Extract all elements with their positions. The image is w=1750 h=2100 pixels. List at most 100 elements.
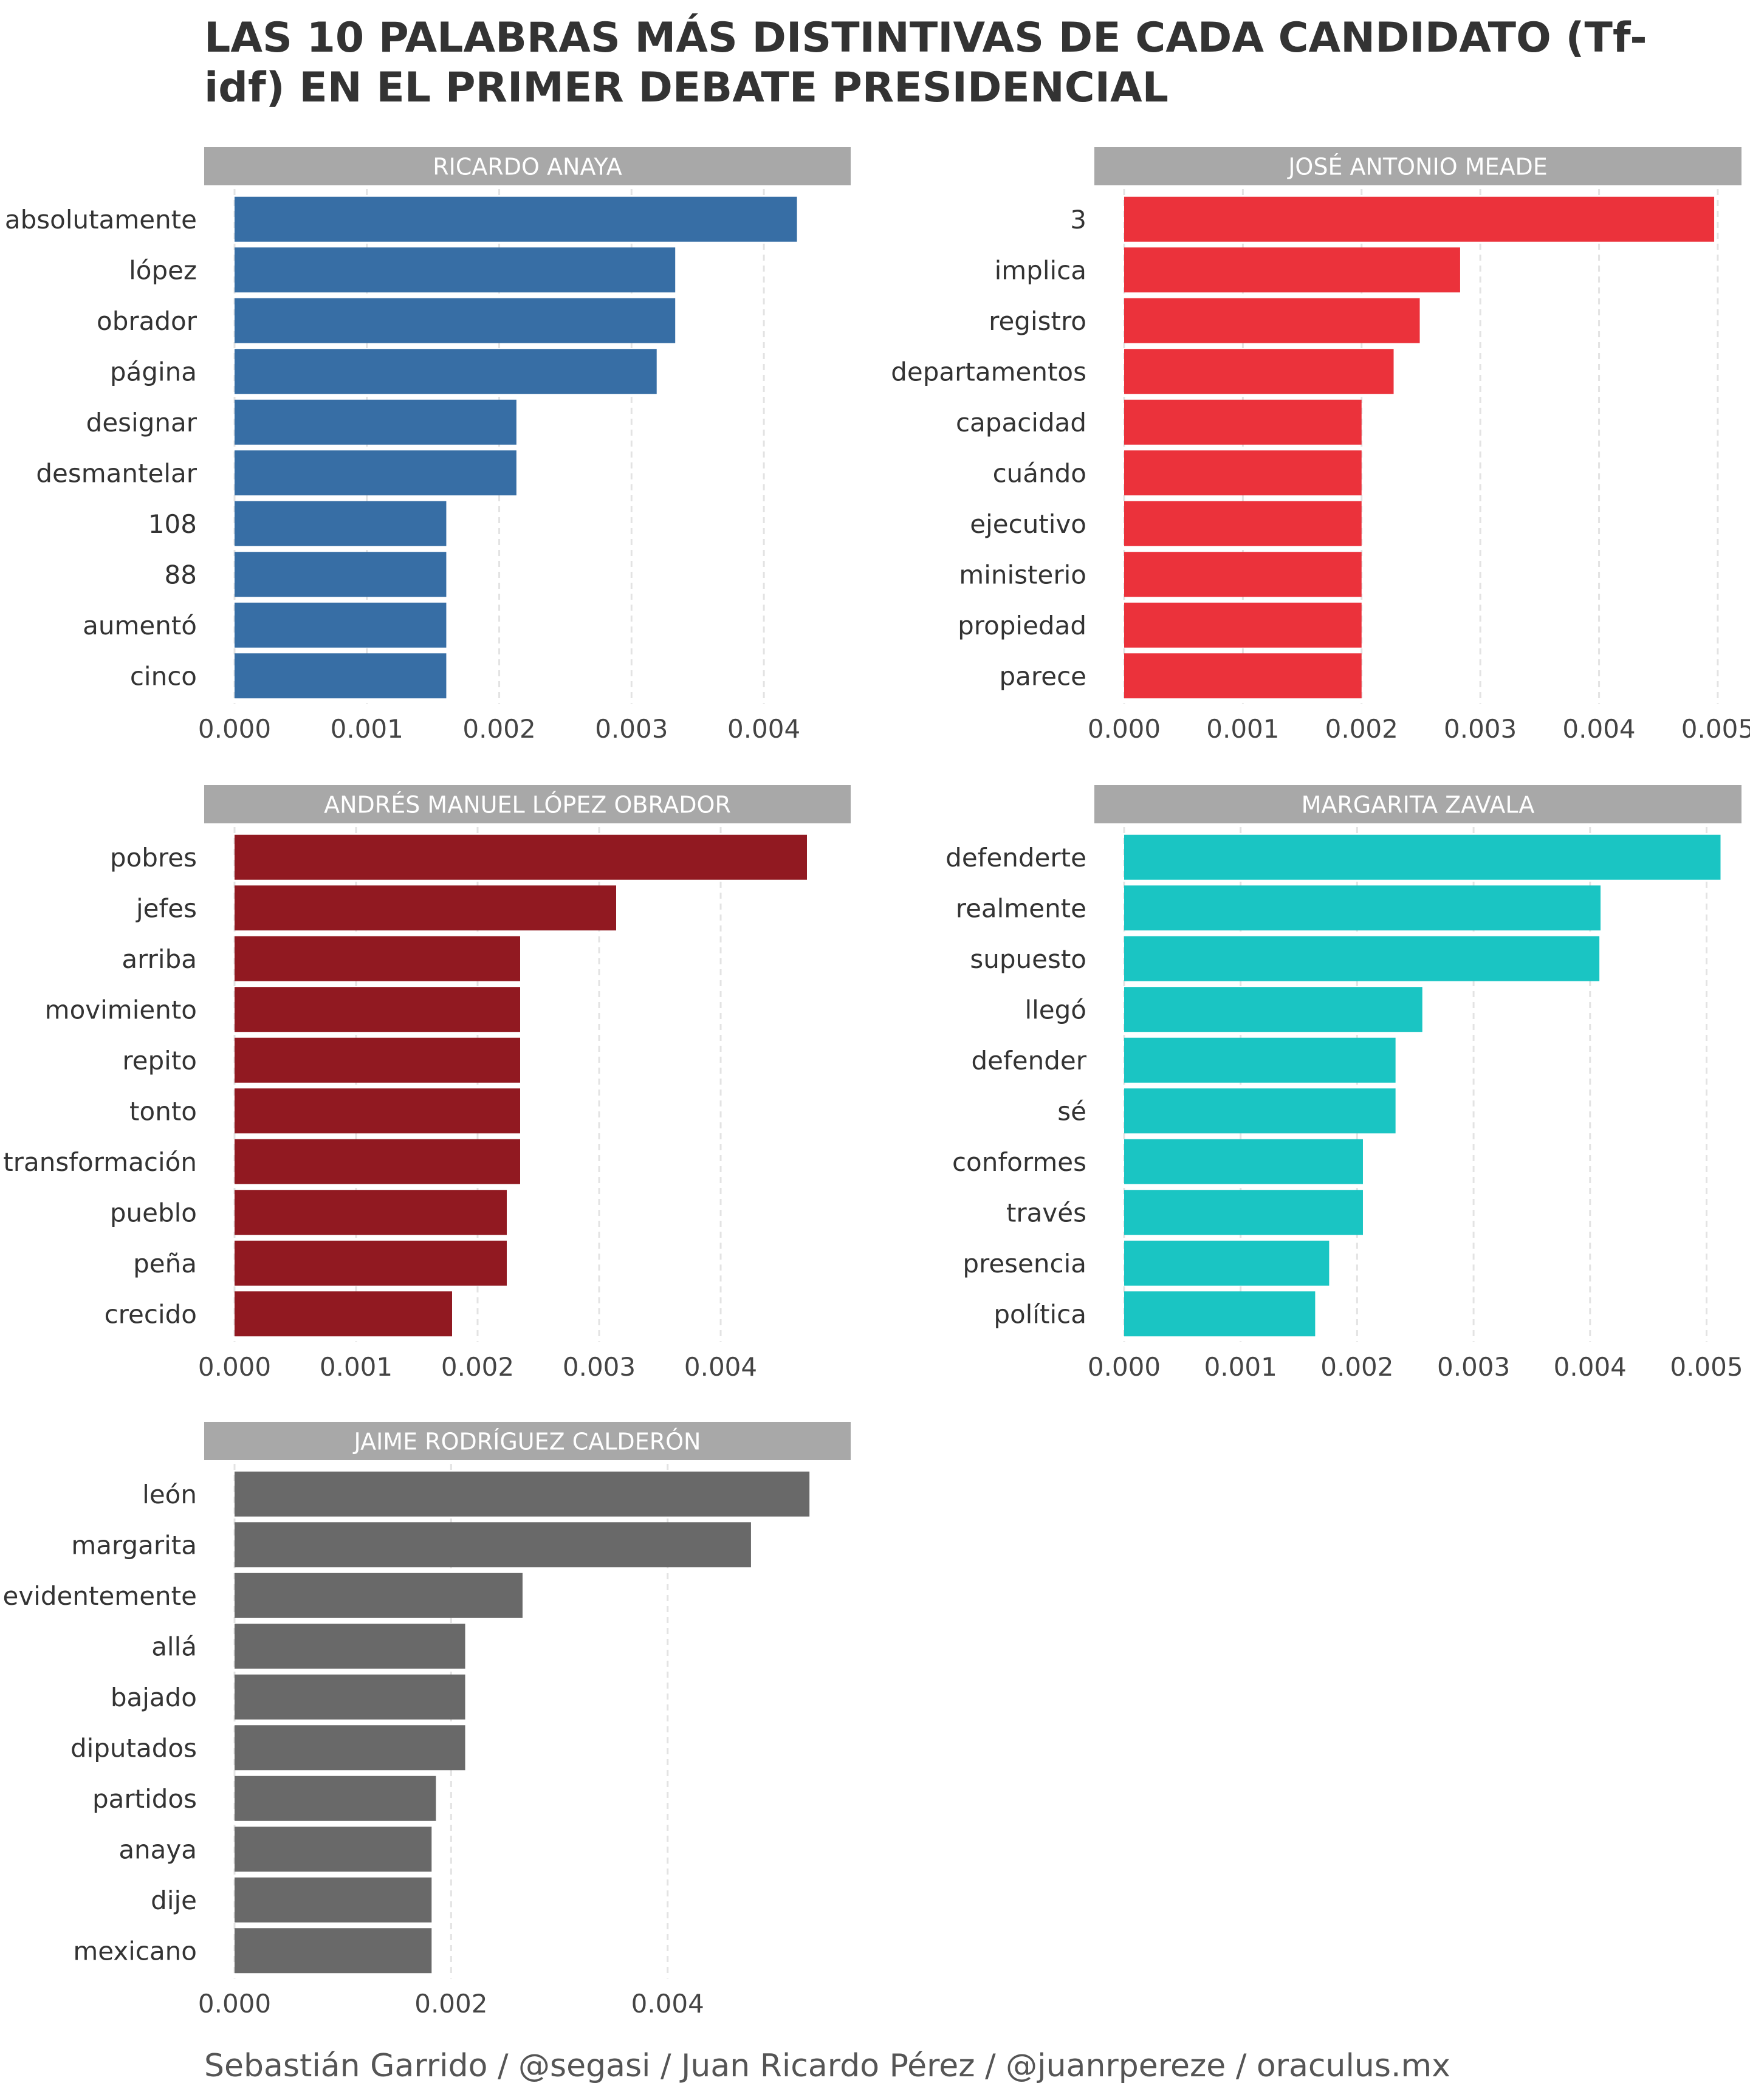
facet-strip-label: RICARDO ANAYA — [433, 154, 622, 180]
bar — [235, 1877, 432, 1923]
category-label: tonto — [129, 1096, 197, 1126]
bar — [235, 653, 447, 699]
bar — [235, 936, 520, 981]
category-label: defenderte — [945, 843, 1086, 873]
x-tick-label: 0.002 — [441, 1352, 514, 1382]
bar — [235, 552, 447, 597]
facet-strip — [204, 1422, 851, 1460]
bar — [235, 602, 447, 648]
bar — [235, 196, 797, 242]
category-label: defender — [971, 1046, 1086, 1076]
category-label: crecido — [105, 1299, 197, 1329]
category-label: allá — [151, 1632, 197, 1661]
category-label: transformación — [3, 1147, 197, 1177]
bar — [1124, 349, 1394, 394]
bar — [235, 987, 520, 1032]
x-tick-label: 0.000 — [198, 1352, 271, 1382]
bar — [235, 1776, 436, 1821]
category-label: conformes — [952, 1147, 1086, 1177]
category-label: movimiento — [45, 995, 197, 1024]
category-label: 108 — [148, 509, 197, 539]
x-tick-label: 0.004 — [1562, 714, 1635, 744]
bar — [235, 1928, 432, 1974]
x-tick-label: 0.004 — [727, 714, 800, 744]
x-tick-label: 0.003 — [595, 714, 668, 744]
bar — [1124, 987, 1422, 1032]
category-label: implica — [995, 255, 1086, 285]
bar — [235, 1827, 432, 1872]
bar — [235, 885, 616, 931]
category-label: cinco — [130, 661, 197, 691]
category-label: capacidad — [956, 408, 1086, 437]
bar — [235, 1725, 465, 1771]
x-tick-label: 0.005 — [1681, 714, 1750, 744]
bar — [235, 247, 676, 293]
bar — [235, 1522, 751, 1568]
category-label: través — [1006, 1198, 1086, 1227]
bar — [235, 1674, 465, 1720]
category-label: diputados — [70, 1733, 197, 1763]
facet-strip — [204, 785, 851, 823]
category-label: peña — [133, 1249, 197, 1278]
bar — [235, 1471, 810, 1517]
x-tick-label: 0.004 — [631, 1989, 704, 2019]
x-tick-label: 0.001 — [331, 714, 403, 744]
x-tick-label: 0.004 — [684, 1352, 757, 1382]
bar — [235, 450, 516, 496]
bar — [235, 1291, 452, 1337]
category-label: designar — [86, 408, 197, 437]
category-label: margarita — [71, 1530, 197, 1560]
chart-title: LAS 10 PALABRAS MÁS DISTINTIVAS DE CADA … — [204, 14, 1647, 112]
bar — [235, 349, 657, 394]
facet-strip — [1094, 147, 1741, 185]
bar — [1124, 399, 1362, 445]
category-label: página — [110, 357, 197, 386]
category-label: pueblo — [110, 1198, 197, 1227]
facet-strip — [1094, 785, 1741, 823]
category-label: lópez — [129, 255, 197, 285]
category-label: repito — [122, 1046, 197, 1076]
facet-strip — [204, 147, 851, 185]
bar — [1124, 885, 1601, 931]
category-label: bajado — [111, 1683, 197, 1712]
x-tick-label: 0.001 — [1206, 714, 1279, 744]
facet-strip-label: MARGARITA ZAVALA — [1302, 792, 1535, 818]
bar — [235, 1573, 523, 1618]
x-tick-label: 0.003 — [563, 1352, 636, 1382]
category-label: evidentemente — [3, 1581, 197, 1611]
facet-strip-label: JAIME RODRÍGUEZ CALDERÓN — [353, 1429, 701, 1455]
bar — [1124, 1139, 1363, 1184]
category-label: cuándo — [993, 458, 1086, 488]
category-label: pobres — [110, 843, 197, 873]
category-label: política — [993, 1299, 1086, 1329]
x-tick-label: 0.002 — [1320, 1352, 1393, 1382]
bar — [235, 834, 807, 880]
bar — [235, 1240, 507, 1286]
bar — [235, 501, 447, 546]
bar — [1124, 450, 1362, 496]
category-label: 3 — [1070, 205, 1086, 235]
x-tick-label: 0.002 — [462, 714, 535, 744]
bar — [235, 1088, 520, 1134]
bar — [235, 1139, 520, 1184]
x-tick-label: 0.003 — [1444, 714, 1517, 744]
bar — [1124, 1240, 1330, 1286]
bar — [1124, 602, 1362, 648]
x-tick-label: 0.000 — [1088, 714, 1161, 744]
category-label: sé — [1057, 1096, 1086, 1126]
category-label: ministerio — [959, 560, 1086, 589]
bar — [235, 1190, 507, 1235]
bar — [235, 1037, 520, 1083]
x-tick-label: 0.000 — [1088, 1352, 1161, 1382]
x-tick-label: 0.002 — [414, 1989, 487, 2019]
facet-strip-label: ANDRÉS MANUEL LÓPEZ OBRADOR — [324, 792, 731, 818]
x-tick-label: 0.004 — [1554, 1352, 1627, 1382]
category-label: supuesto — [970, 944, 1086, 974]
x-tick-label: 0.005 — [1670, 1352, 1743, 1382]
x-tick-label: 0.001 — [320, 1352, 393, 1382]
bar — [1124, 501, 1362, 546]
category-label: dije — [151, 1886, 197, 1915]
category-label: aumentó — [83, 611, 197, 640]
category-label: obrador — [97, 306, 197, 336]
